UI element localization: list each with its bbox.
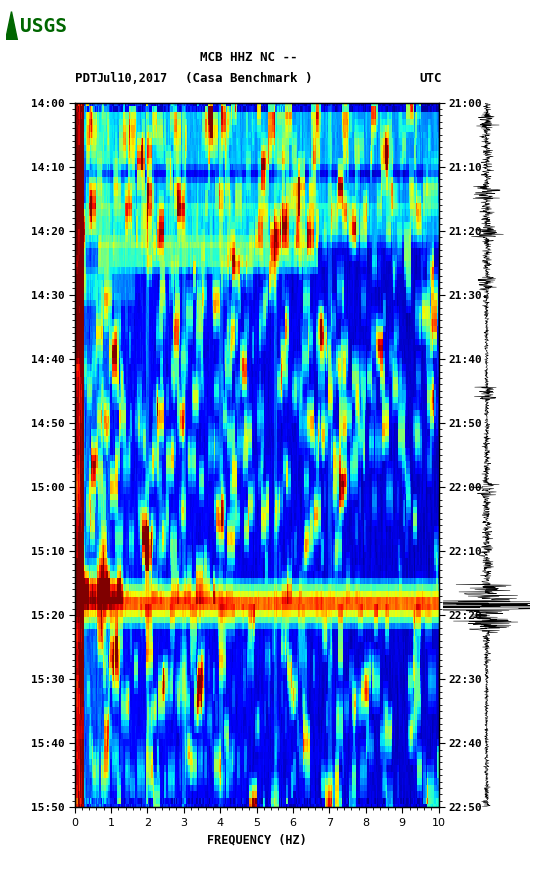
Text: (Casa Benchmark ): (Casa Benchmark ) xyxy=(185,72,312,85)
Text: Jul10,2017: Jul10,2017 xyxy=(97,72,168,85)
X-axis label: FREQUENCY (HZ): FREQUENCY (HZ) xyxy=(207,833,306,847)
Polygon shape xyxy=(6,12,18,40)
Text: PDT: PDT xyxy=(75,72,97,85)
Text: MCB HHZ NC --: MCB HHZ NC -- xyxy=(200,52,297,64)
Text: UTC: UTC xyxy=(420,72,442,85)
Text: USGS: USGS xyxy=(20,17,67,37)
